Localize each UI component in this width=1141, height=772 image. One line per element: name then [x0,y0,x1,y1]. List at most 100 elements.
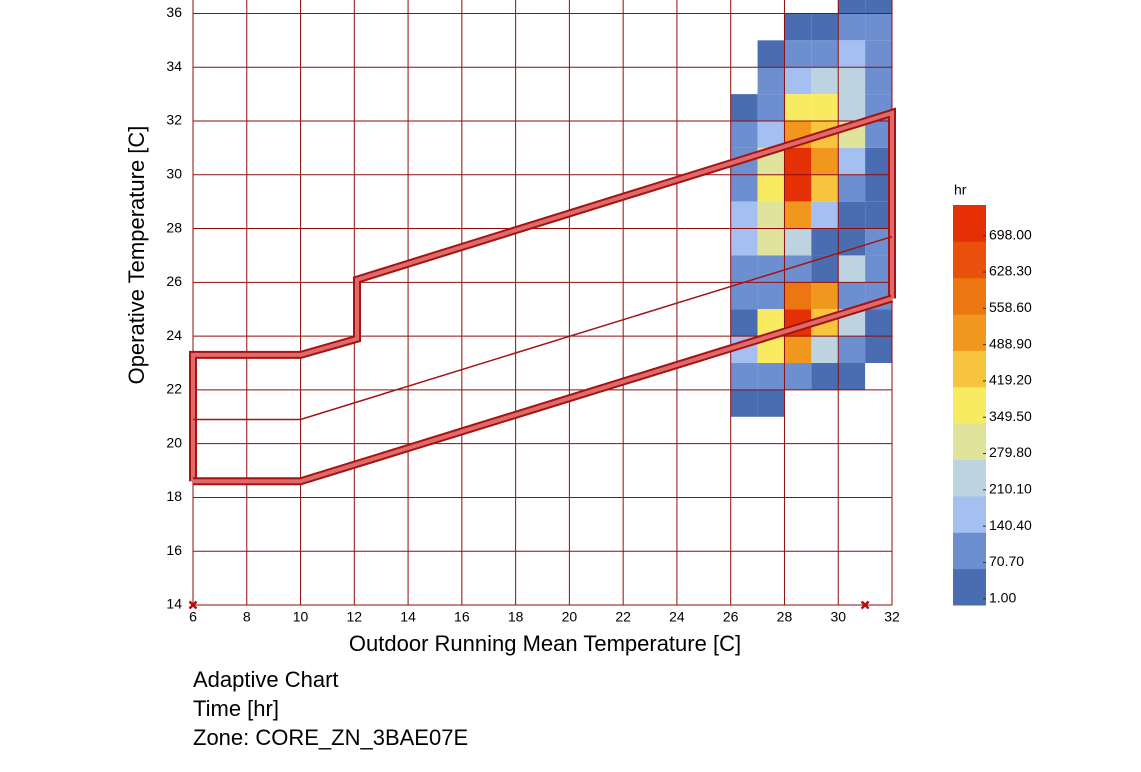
heat-cell [811,67,839,95]
heat-cell [838,363,866,390]
heat-cell [811,363,839,390]
comfort-line-fill [193,296,893,484]
colorbar-band [953,495,986,533]
x-axis-label: Outdoor Running Mean Temperature [C] [349,631,741,656]
colorbar-band [953,423,986,461]
colorbar-band [953,459,986,497]
heat-cell [730,282,758,310]
heat-cell [811,40,839,68]
y-tick-label: 16 [166,542,182,558]
x-tick-label: 18 [508,609,524,625]
colorbar-tick-label: 210.10 [989,481,1032,497]
heat-cell [865,309,892,337]
heat-cell [784,94,812,121]
heat-cell [730,255,758,283]
y-tick-label: 22 [166,381,182,397]
heat-cell [865,201,892,229]
heat-cell [730,309,758,337]
colorbar-band [953,241,986,279]
heat-cell [865,121,892,148]
x-tick-label: 6 [189,609,197,625]
y-tick-label: 18 [166,488,182,504]
heat-cell [784,336,812,363]
heat-cell [757,67,785,95]
colorbar-tick-label: 419.20 [989,372,1032,388]
colorbar-tick-label: 698.00 [989,226,1032,242]
x-tick-label: 12 [347,609,363,625]
heat-cell [784,363,812,390]
heat-cell [757,174,785,202]
x-tick-label: 16 [454,609,470,625]
heat-cell [757,255,785,283]
heat-cell [757,201,785,229]
heat-cell [811,13,839,41]
y-tick-label: 28 [166,219,182,235]
x-tick-label: 20 [562,609,578,625]
heat-cell [811,282,839,310]
y-tick-label: 32 [166,112,182,128]
heat-cell [811,94,839,121]
heat-cell [838,0,866,14]
heat-cell [865,255,892,283]
colorbar-band [953,350,986,388]
heat-cell [757,282,785,310]
y-axis-label: Operative Temperature [C] [124,126,149,385]
heat-cell [730,121,758,148]
colorbar-band [953,277,986,315]
colorbar-tick-label: 279.80 [989,444,1032,460]
y-tick-label: 24 [166,327,182,343]
colorbar-tick-label: 558.60 [989,299,1032,315]
x-tick-label: 10 [293,609,309,625]
heat-cell [838,94,866,121]
x-tick-label: 30 [830,609,846,625]
heat-cell [838,201,866,229]
y-tick-label: 30 [166,165,182,181]
heat-cell [784,40,812,68]
x-tick-label: 24 [669,609,685,625]
heat-cell [865,40,892,68]
heat-cell [757,389,785,417]
x-tick-label: 14 [400,609,416,625]
heat-cell [730,174,758,202]
y-tick-label: 34 [166,58,182,74]
colorbar-tick-label: 628.30 [989,263,1032,279]
comfort-line [193,235,893,421]
heat-cell [730,389,758,417]
x-tick-label: 26 [723,609,739,625]
heat-cell [811,255,839,283]
heat-cell [757,363,785,390]
heat-cell [730,201,758,229]
colorbar-tick-label: 349.50 [989,408,1032,424]
heat-cell [784,228,812,256]
heat-cell [838,228,866,256]
heat-cell [865,336,892,363]
marker [188,600,198,610]
x-tick-label: 22 [615,609,631,625]
colorbar-tick-label: 1.00 [989,589,1016,605]
heat-cell [757,40,785,68]
y-tick-label: 14 [166,596,182,612]
heat-cell [838,336,866,363]
comfort-line-fill [191,110,894,482]
heat-cell [838,147,866,175]
x-tick-label: 32 [884,609,900,625]
heat-cell [865,13,892,41]
colorbar-tick-label: 140.40 [989,517,1032,533]
heat-cell [865,0,892,14]
heat-cell [838,174,866,202]
y-tick-label: 26 [166,273,182,289]
heat-cell [730,363,758,390]
heat-cell [784,13,812,41]
heat-cell [811,147,839,175]
y-tick-label: 20 [166,434,182,450]
heat-cell [811,228,839,256]
heat-cell [838,40,866,68]
heat-cell [811,336,839,363]
heat-cell [784,201,812,229]
heat-cell [865,228,892,256]
colorbar-tick-label: 488.90 [989,335,1032,351]
x-tick-label: 8 [243,609,251,625]
heat-cell [811,174,839,202]
heat-cell [811,201,839,229]
colorbar-band [953,532,986,570]
